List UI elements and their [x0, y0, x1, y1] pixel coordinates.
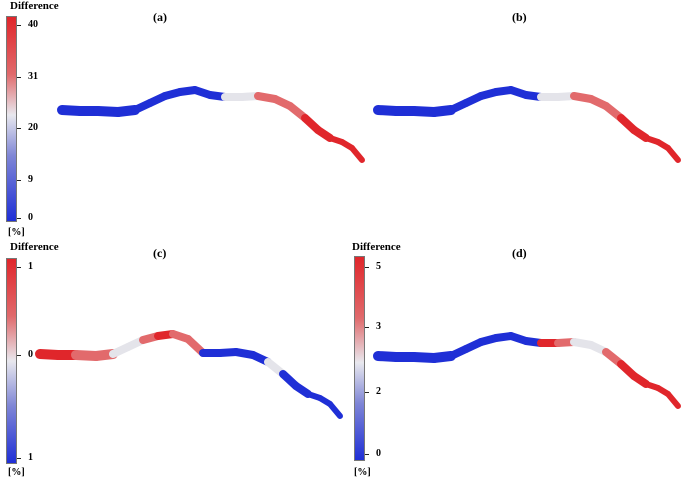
- colorbar-tick-label: 5: [376, 261, 381, 272]
- colorbar: [354, 256, 365, 461]
- colorbar-tick-label: 3: [376, 321, 381, 332]
- colorbar-tick-label: 31: [28, 71, 38, 82]
- colorbar-tick-label: 0: [28, 212, 33, 223]
- colorbar-tick-label: 2: [376, 386, 381, 397]
- colorbar-tick: [365, 454, 369, 455]
- panel-b: (b): [342, 0, 685, 241]
- colorbar-tick-label: 9: [28, 174, 33, 185]
- vessel-map: [35, 330, 343, 419]
- panel-label: (a): [153, 10, 167, 24]
- colorbar-tick-label: 1: [28, 452, 33, 463]
- colorbar-tick-label: 0: [376, 448, 381, 459]
- vessel-segment: [349, 145, 365, 163]
- colorbar: [6, 258, 17, 464]
- panel-a: Difference 40 31 20 9 0 [%] (a): [0, 0, 365, 241]
- colorbar-tick: [17, 77, 21, 78]
- colorbar-unit: [%]: [354, 467, 371, 478]
- colorbar-tick-label: 40: [28, 19, 38, 30]
- colorbar-tick: [365, 327, 369, 328]
- vessel-map: [373, 332, 681, 409]
- colorbar-title: Difference: [10, 241, 59, 253]
- vessel-map: [373, 86, 681, 163]
- vessel-segment: [665, 145, 681, 163]
- panel-label: (c): [153, 246, 167, 260]
- colorbar-tick-label: 1: [28, 261, 33, 272]
- vessel-segment: [665, 391, 681, 409]
- colorbar-tick: [17, 218, 21, 219]
- panel-label: (b): [512, 10, 527, 24]
- colorbar-tick: [365, 267, 369, 268]
- panel-label: (d): [512, 246, 527, 260]
- colorbar-title: Difference: [10, 0, 59, 12]
- colorbar-title: Difference: [352, 241, 401, 253]
- colorbar-tick-label: 0: [28, 349, 33, 360]
- colorbar-tick: [17, 180, 21, 181]
- colorbar: [6, 16, 17, 222]
- colorbar-tick: [17, 128, 21, 129]
- colorbar-tick: [365, 392, 369, 393]
- panel-d: Difference 5 3 2 0 [%] (d): [342, 241, 685, 482]
- colorbar-tick-label: 20: [28, 122, 38, 133]
- vessel-segment: [327, 401, 343, 419]
- panel-c: Difference 1 0 1 [%] (c): [0, 241, 343, 482]
- colorbar-tick: [17, 25, 21, 26]
- colorbar-tick: [17, 355, 21, 356]
- vessel-map: [57, 86, 365, 163]
- colorbar-tick: [17, 267, 21, 268]
- colorbar-tick: [17, 458, 21, 459]
- colorbar-unit: [%]: [8, 467, 25, 478]
- colorbar-unit: [%]: [8, 227, 25, 238]
